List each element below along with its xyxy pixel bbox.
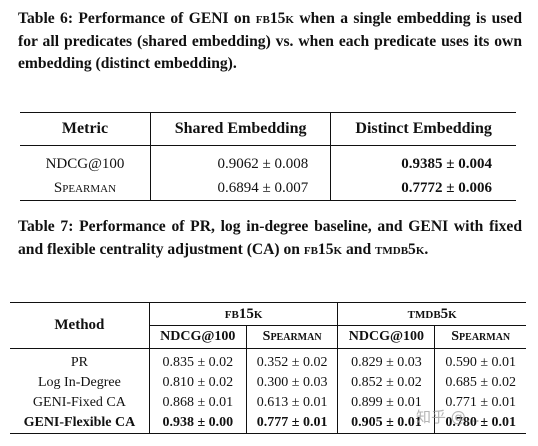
header-method: Method [10, 302, 150, 349]
distinct-value: 0.9385 ± 0.004 [330, 145, 516, 176]
caption-prefix: Table 7: Performance of PR, log in-degre… [18, 218, 522, 258]
caption-and: and [342, 240, 376, 258]
value-cell: 0.685 ± 0.02 [434, 373, 526, 393]
caption-prefix: Table 6: Performance of GENI on [18, 10, 256, 27]
value-cell: 0.938 ± 0.00 [148, 413, 247, 434]
header-group-tmdb5k: tmdb5k [337, 302, 526, 326]
table-6: Metric Shared Embedding Distinct Embeddi… [20, 112, 516, 201]
method-cell: Log In-Degree [38, 375, 121, 390]
value-cell: 0.300 ± 0.03 [245, 373, 338, 393]
watermark: 知乎 @... [416, 408, 481, 426]
value-cell: 0.780 ± 0.01 [434, 413, 526, 434]
value-cell: 0.771 ± 0.01 [434, 393, 526, 413]
table-row: Spearman 0.6894 ± 0.007 0.7772 ± 0.006 [20, 176, 516, 201]
dataset-name: tmdb5k [375, 240, 425, 258]
table-row: GENI-Flexible CA 0.938 ± 0.00 0.777 ± 0.… [10, 413, 526, 434]
value-cell: 0.905 ± 0.01 [337, 413, 435, 434]
method-cell: PR [70, 355, 88, 370]
table-row: PR 0.835 ± 0.02 0.352 ± 0.02 0.829 ± 0.0… [10, 348, 526, 373]
value-cell: 0.899 ± 0.01 [337, 393, 435, 413]
header-distinct-embedding: Distinct Embedding [330, 112, 516, 146]
subheader-ndcg: NDCG@100 [337, 325, 435, 349]
dataset-name: fb15k [255, 10, 294, 27]
table-header-row: Metric Shared Embedding Distinct Embeddi… [20, 112, 516, 146]
dataset-name: fb15k [303, 240, 343, 258]
metric-cell: NDCG@100 [45, 155, 125, 172]
header-group-fb15k: fb15k [148, 302, 338, 326]
table-header-row: Method fb15k tmdb5k [10, 302, 526, 349]
header-shared-embedding: Shared Embedding [149, 112, 331, 146]
table-6-caption: Table 6: Performance of GENI on fb15k wh… [18, 8, 522, 76]
shared-value: 0.6894 ± 0.007 [149, 176, 331, 201]
table-row: Log In-Degree 0.810 ± 0.02 0.300 ± 0.03 … [10, 373, 526, 393]
metric-cell: Spearman [20, 176, 151, 201]
value-cell: 0.613 ± 0.01 [245, 393, 338, 413]
shared-value: 0.9062 ± 0.008 [149, 145, 331, 176]
distinct-value: 0.7772 ± 0.006 [330, 176, 516, 201]
value-cell: 0.868 ± 0.01 [148, 393, 247, 413]
value-cell: 0.852 ± 0.02 [337, 373, 435, 393]
table-subheader-row: NDCG@100 Spearman NDCG@100 Spearman [10, 325, 526, 349]
method-cell: GENI-Fixed CA [32, 395, 126, 410]
value-cell: 0.829 ± 0.03 [337, 348, 435, 373]
subheader-spearman: Spearman [245, 325, 338, 349]
value-cell: 0.835 ± 0.02 [148, 348, 247, 373]
caption-rest: when a single embedding is used for all … [18, 10, 522, 72]
subheader-ndcg: NDCG@100 [148, 325, 247, 349]
method-cell: GENI-Flexible CA [10, 413, 150, 434]
table-row: NDCG@100 0.9062 ± 0.008 0.9385 ± 0.004 [20, 145, 516, 176]
value-cell: 0.810 ± 0.02 [148, 373, 247, 393]
value-cell: 0.352 ± 0.02 [245, 348, 338, 373]
subheader-spearman: Spearman [434, 325, 526, 349]
table-7: Method fb15k tmdb5k NDCG@100 Spearman ND… [10, 302, 526, 434]
value-cell: 0.590 ± 0.01 [434, 348, 526, 373]
table-7-caption: Table 7: Performance of PR, log in-degre… [18, 216, 522, 261]
caption-end: . [424, 240, 429, 258]
header-metric: Metric [20, 112, 151, 146]
value-cell: 0.777 ± 0.01 [245, 413, 338, 434]
table-row: GENI-Fixed CA 0.868 ± 0.01 0.613 ± 0.01 … [10, 393, 526, 413]
